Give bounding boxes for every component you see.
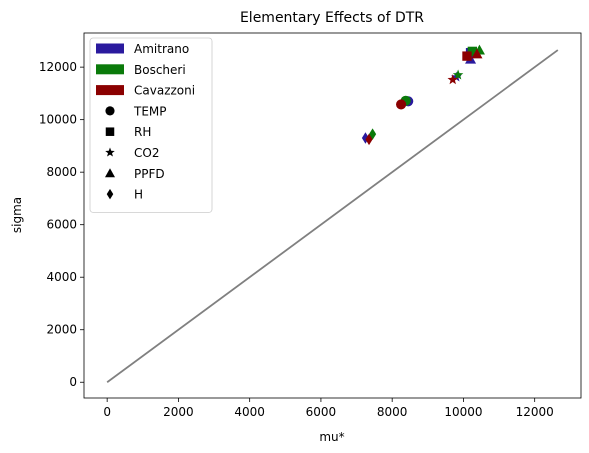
y-axis-label: sigma (10, 197, 24, 233)
legend-swatch-cavazzoni (96, 85, 124, 96)
y-tick-label: 2000 (46, 323, 77, 337)
series-cavazzoni (365, 48, 483, 146)
legend-marker-co2 (105, 147, 115, 157)
y-tick-label: 4000 (46, 270, 77, 284)
data-point-cavazzoni-rh (462, 51, 472, 61)
y-tick-label: 0 (69, 375, 77, 389)
y-tick-label: 10000 (39, 113, 77, 127)
x-tick-label: 6000 (306, 405, 337, 419)
x-tick-label: 2000 (163, 405, 194, 419)
data-point-cavazzoni-temp (396, 99, 407, 110)
legend-marker-temp (105, 106, 115, 116)
x-tick-label: 4000 (234, 405, 265, 419)
x-axis-label: mu* (319, 430, 344, 444)
legend-label-co2: CO2 (134, 146, 159, 160)
plot-content (106, 44, 559, 383)
legend-marker-h (106, 188, 114, 200)
chart-title: Elementary Effects of DTR (240, 10, 424, 26)
legend-box (89, 37, 213, 213)
legend: Amitrano Boscheri Cavazzoni TEMP RH CO2 PPFD H (89, 37, 213, 213)
y-axis-ticks: 0 2000 4000 6000 8000 10000 12000 (39, 60, 84, 389)
x-tick-label: 0 (103, 405, 111, 419)
legend-label-amitrano: Amitrano (134, 42, 189, 56)
x-tick-label: 10000 (444, 405, 482, 419)
x-axis-ticks: 0 2000 4000 6000 8000 10000 12000 (103, 398, 554, 419)
legend-marker-ppfd (105, 168, 115, 178)
legend-label-rh: RH (134, 125, 151, 139)
legend-swatch-amitrano (96, 43, 124, 54)
data-point-cavazzoni-h (365, 133, 373, 146)
y-tick-label: 12000 (39, 60, 77, 74)
x-tick-label: 8000 (377, 405, 408, 419)
y-tick-label: 6000 (46, 218, 77, 232)
reference-line (106, 49, 559, 383)
x-tick-label: 12000 (516, 405, 554, 419)
legend-label-temp: TEMP (133, 104, 167, 118)
data-point-cavazzoni-co2 (447, 74, 458, 85)
data-point-boscheri-co2 (452, 69, 464, 80)
y-tick-label: 8000 (46, 165, 77, 179)
legend-label-h: H (134, 188, 143, 202)
plot-frame (83, 32, 582, 399)
legend-marker-rh (105, 127, 115, 136)
legend-swatch-boscheri (96, 64, 124, 75)
legend-label-boscheri: Boscheri (134, 63, 186, 77)
data-point-boscheri-rh (467, 46, 478, 57)
legend-label-ppfd: PPFD (134, 167, 165, 181)
legend-label-cavazzoni: Cavazzoni (134, 84, 195, 98)
data-point-cavazzoni-ppfd (471, 48, 483, 59)
